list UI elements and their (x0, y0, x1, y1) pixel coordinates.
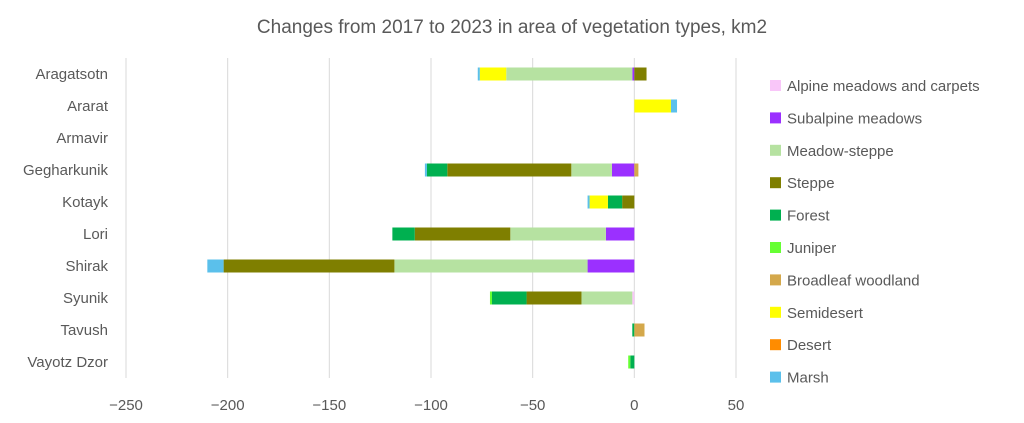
category-label: Lori (83, 226, 108, 243)
bar-segment (394, 259, 588, 273)
bar-segment (632, 67, 635, 81)
bar-segment (634, 163, 639, 177)
bar-segment (622, 195, 635, 209)
bar-segment (526, 291, 582, 305)
chart-title: Changes from 2017 to 2023 in area of veg… (257, 17, 767, 38)
bar-segment (630, 355, 635, 369)
legend-swatch (770, 112, 781, 124)
category-label: Kotayk (62, 194, 108, 211)
legend-label: Subalpine meadows (787, 110, 922, 127)
legend-label: Juniper (787, 240, 836, 257)
bar-segment (632, 291, 635, 305)
legend-label: Steppe (787, 175, 835, 192)
bar-segment (634, 323, 645, 337)
bar-segment (207, 259, 224, 273)
legend-swatch (770, 371, 781, 383)
bar-segment (587, 195, 590, 209)
x-tick-label: −250 (109, 397, 143, 414)
category-label: Tavush (60, 322, 108, 339)
bar-segment (479, 67, 507, 81)
bar-segment (424, 163, 427, 177)
bar-segment (632, 323, 635, 337)
legend-label: Marsh (787, 370, 829, 387)
legend-swatch (770, 306, 781, 318)
legend-swatch (770, 144, 781, 156)
bar-segment (587, 259, 635, 273)
bar-segment (634, 99, 671, 113)
legend-swatch (770, 209, 781, 221)
category-labels: Aragatsotn Ararat Armavir Gegharkunik Kotayk… (23, 66, 109, 371)
legend-swatch (770, 274, 781, 286)
bar-segment (489, 291, 492, 305)
bar-segment (581, 291, 633, 305)
legend: Alpine meadows and carpets Subalpine mead… (770, 78, 980, 387)
legend-label: Alpine meadows and carpets (787, 78, 980, 95)
x-tick-label: −200 (211, 397, 245, 414)
x-tick-label: −150 (312, 397, 346, 414)
legend-label: Forest (787, 208, 830, 225)
category-label: Vayotz Dzor (27, 354, 108, 371)
legend-label: Semidesert (787, 305, 864, 322)
legend-label: Broadleaf woodland (787, 272, 920, 289)
category-label: Aragatsotn (35, 66, 108, 83)
bar-segment (223, 259, 395, 273)
x-tick-label: −50 (520, 397, 545, 414)
bar-segment (477, 67, 480, 81)
bar-segment (634, 67, 647, 81)
bar-segment (628, 355, 631, 369)
legend-swatch (770, 177, 781, 189)
category-label: Syunik (63, 290, 109, 307)
bar-segment (589, 195, 608, 209)
bar-segment (447, 163, 572, 177)
x-tick-label: −100 (414, 397, 448, 414)
bar-segment (492, 291, 527, 305)
x-tick-label: 50 (728, 397, 745, 414)
bar-segment (426, 163, 448, 177)
bar-segment (414, 227, 511, 241)
legend-label: Meadow-steppe (787, 143, 894, 160)
x-tick-label: 0 (630, 397, 638, 414)
bar-segment (506, 67, 633, 81)
category-label: Shirak (65, 258, 108, 275)
category-label: Ararat (67, 98, 109, 115)
bar-segment (670, 99, 678, 113)
bar-segment (571, 163, 612, 177)
bar-segment (611, 163, 635, 177)
bars (207, 67, 678, 369)
bar-segment (605, 227, 635, 241)
category-label: Armavir (56, 130, 108, 147)
legend-swatch (770, 80, 781, 91)
bar-segment (607, 195, 623, 209)
bar-segment (392, 227, 415, 241)
category-label: Gegharkunik (23, 162, 109, 179)
x-tick-labels: −250 −200 −150 −100 −50 0 50 (109, 397, 744, 414)
bar-segment (510, 227, 606, 241)
legend-swatch (770, 339, 781, 351)
legend-label: Desert (787, 337, 832, 354)
legend-swatch (770, 242, 781, 253)
